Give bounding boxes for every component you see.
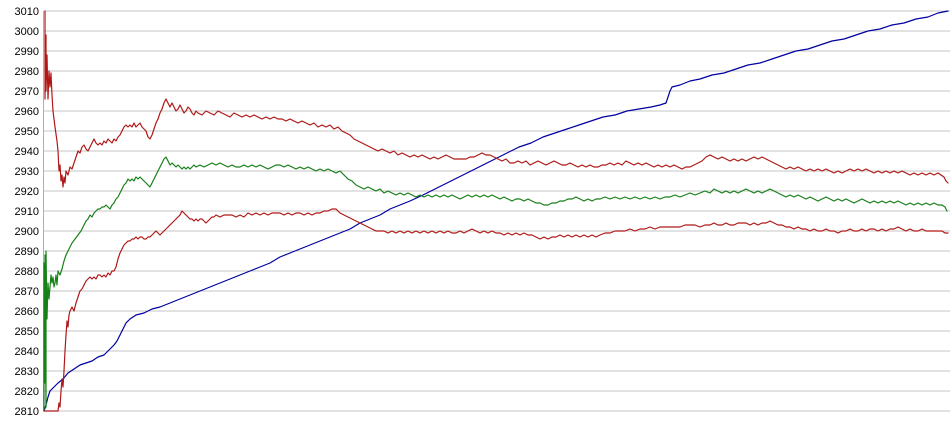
y-axis-tick-label: 2860 (15, 306, 39, 318)
y-axis-tick-label: 2840 (15, 346, 39, 358)
y-axis-tick-label: 3010 (15, 6, 39, 18)
y-axis-tick-label: 2810 (15, 406, 39, 418)
y-axis-tick-label: 2830 (15, 366, 39, 378)
y-axis-tick-label: 2890 (15, 246, 39, 258)
gridlines (44, 10, 950, 412)
y-axis-tick-label: 2910 (15, 206, 39, 218)
series-lines (43, 10, 949, 412)
y-axis-tick-label: 2950 (15, 126, 39, 138)
series-blue-line (43, 10, 949, 412)
series-red-lower-line (43, 208, 949, 412)
y-axis-tick-label: 2960 (15, 106, 39, 118)
y-axis-tick-label: 2870 (15, 286, 39, 298)
y-axis-tick-label: 2850 (15, 326, 39, 338)
y-axis-tick-label: 2970 (15, 86, 39, 98)
y-axis-tick-label: 2940 (15, 146, 39, 158)
y-axis-tick-label: 2920 (15, 186, 39, 198)
series-red-upper-line (44, 10, 949, 188)
y-axis-tick-label: 2880 (15, 266, 39, 278)
y-axis-tick-label: 2900 (15, 226, 39, 238)
y-axis-tick-label: 2980 (15, 66, 39, 78)
y-axis-tick-label: 3000 (15, 26, 39, 38)
series-green-line (43, 156, 948, 412)
y-axis-tick-labels: 3010 3000 2990 2980 2970 2960 2950 2940 2930 2920… (15, 6, 39, 418)
y-axis-tick-label: 2930 (15, 166, 39, 178)
y-axis-tick-label: 2990 (15, 46, 39, 58)
y-axis-tick-label: 2820 (15, 386, 39, 398)
